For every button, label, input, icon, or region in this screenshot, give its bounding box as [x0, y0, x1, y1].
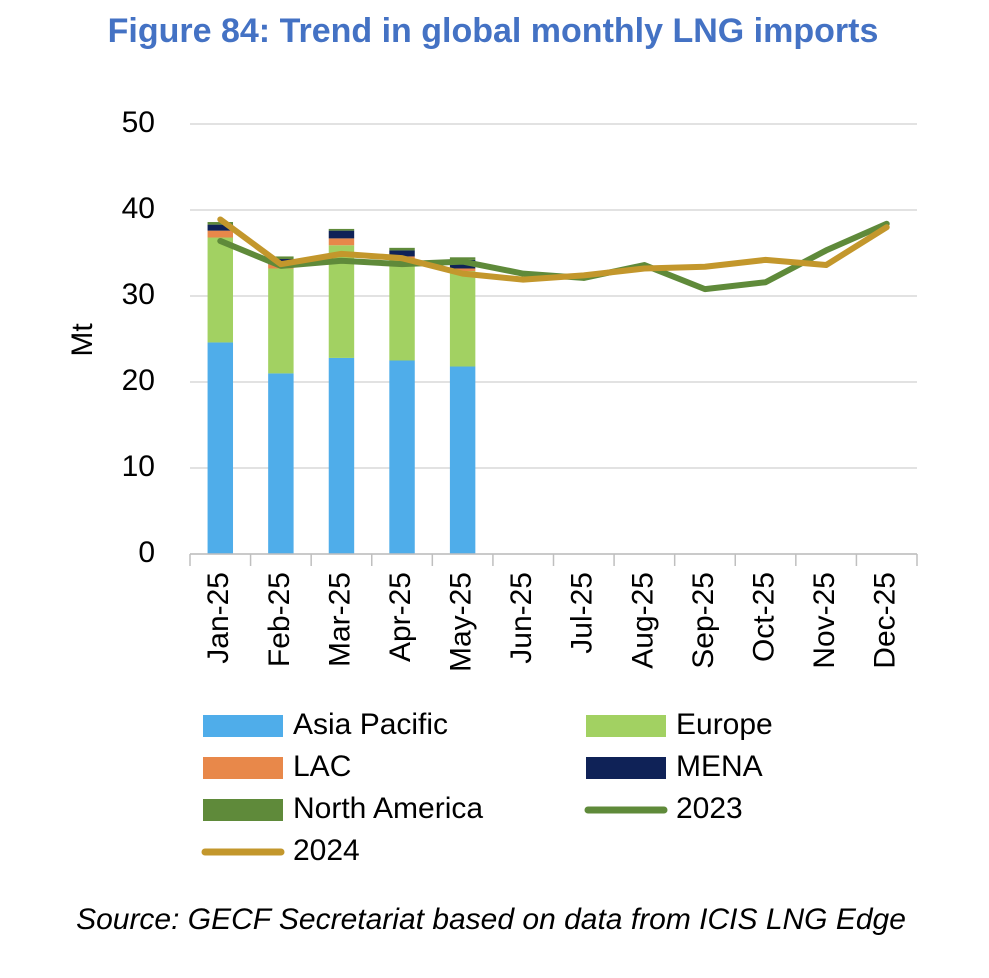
x-tick-label: Jan-25	[202, 572, 235, 664]
bar-segment	[268, 268, 294, 374]
bar-segment	[207, 230, 234, 238]
legend-swatch	[586, 757, 666, 779]
y-tick-label: 30	[122, 278, 155, 311]
bar-segment	[449, 366, 476, 554]
x-tick-label: Mar-25	[323, 572, 356, 667]
x-tick-label: Oct-25	[747, 572, 780, 662]
legend-swatch	[203, 799, 283, 821]
bar-segment	[449, 268, 476, 272]
bar-segment	[268, 373, 294, 554]
y-axis-label: Mt	[66, 323, 99, 357]
bar-segment	[449, 257, 476, 260]
bar-segment	[389, 247, 415, 251]
legend-label: 2024	[293, 834, 360, 867]
legend-label: Asia Pacific	[293, 708, 448, 741]
legend-swatch	[203, 715, 283, 737]
bar-segment	[328, 228, 355, 231]
line-series	[217, 216, 890, 283]
bar-segment	[328, 238, 355, 246]
bar-segment	[389, 250, 415, 257]
legend-label: LAC	[293, 750, 351, 783]
bar-segment	[328, 357, 355, 554]
y-tick-label: 40	[122, 192, 155, 225]
y-tick-label: 10	[122, 450, 155, 483]
legend-swatch	[203, 757, 283, 779]
legend-label: North America	[293, 792, 483, 825]
x-tick-label: May-25	[445, 572, 478, 672]
x-tick-label: Sep-25	[687, 572, 720, 669]
x-tick-label: Aug-25	[626, 572, 659, 669]
y-tick-label: 0	[138, 536, 155, 569]
x-tick-label: Jun-25	[505, 572, 538, 664]
x-tick-label: Feb-25	[263, 572, 296, 667]
bar-segment	[207, 222, 234, 225]
bar-segment	[207, 342, 234, 554]
legend-swatch	[586, 715, 666, 737]
x-tick-label: Apr-25	[384, 572, 417, 662]
source-note: Source: GECF Secretariat based on data f…	[76, 903, 906, 936]
bar-segment	[389, 360, 415, 554]
x-tick-label: Nov-25	[808, 572, 841, 669]
bar-segment	[268, 256, 294, 260]
y-tick-label: 20	[122, 364, 155, 397]
bar-segment	[207, 224, 234, 231]
x-tick-label: Jul-25	[566, 572, 599, 654]
legend-label: MENA	[676, 750, 763, 783]
legend-label: 2023	[676, 792, 743, 825]
y-tick-label: 50	[122, 106, 155, 139]
x-tick-label: Dec-25	[869, 572, 902, 669]
bar-segment	[207, 237, 234, 343]
bar-segment	[389, 259, 415, 361]
legend-label: Europe	[676, 708, 773, 741]
bar-segment	[449, 271, 476, 367]
chart-title: Figure 84: Trend in global monthly LNG i…	[108, 12, 879, 50]
bar-segment	[328, 230, 355, 239]
